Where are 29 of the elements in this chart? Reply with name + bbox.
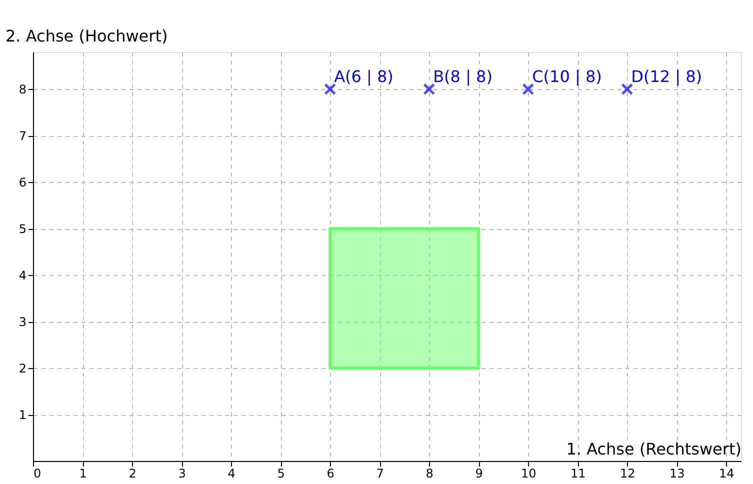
x-tick-label: 11 — [570, 466, 586, 480]
x-tick-label: 9 — [475, 466, 483, 480]
x-tick-label: 5 — [277, 466, 285, 480]
x-tick-label: 14 — [719, 466, 734, 480]
y-tick-label: 1 — [18, 408, 26, 422]
y-tick-label: 4 — [18, 268, 26, 283]
x-tick-label: 7 — [376, 466, 384, 480]
y-tick-label: 5 — [18, 222, 26, 236]
x-tick-label: 1 — [79, 466, 87, 480]
y-axis-title: 2. Achse (Hochwert) — [6, 26, 168, 46]
x-tick-label: 0 — [34, 466, 42, 480]
x-tick-label: 13 — [669, 466, 685, 480]
x-tick-label: 6 — [326, 466, 334, 480]
annotation: B(8 | 8) — [433, 67, 492, 86]
y-tick-label: 2 — [18, 362, 26, 376]
x-tick-label: 4 — [228, 466, 236, 480]
x-tick-label: 2 — [128, 466, 136, 480]
x-tick-label: 10 — [520, 466, 536, 480]
x-tick-label: 12 — [620, 466, 636, 480]
x-tick-label: 3 — [178, 466, 186, 480]
annotation: D(12 | 8) — [631, 67, 702, 86]
x-tick-label: 8 — [426, 466, 434, 480]
annotation: C(10 | 8) — [532, 67, 602, 86]
annotation: A(6 | 8) — [334, 67, 394, 86]
y-tick-label: 8 — [18, 82, 26, 97]
y-tick-label: 6 — [18, 176, 26, 190]
y-tick-label: 3 — [18, 315, 26, 330]
x-axis-title: 1. Achse (Rechtswert) — [566, 440, 742, 458]
y-tick-label: 7 — [18, 129, 26, 144]
